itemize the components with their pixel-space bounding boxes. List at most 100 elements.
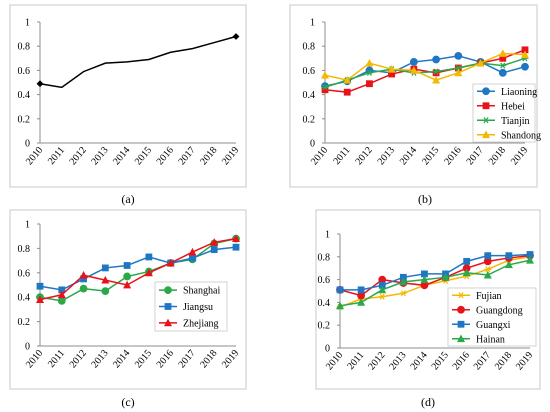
y-tick-label: 0.6 xyxy=(18,66,31,77)
data-point xyxy=(101,264,109,272)
legend-swatch-marker xyxy=(457,292,465,299)
data-point xyxy=(399,273,407,281)
legend-label: Hainan xyxy=(476,334,505,345)
legend-label: Guangxi xyxy=(476,320,511,331)
data-point xyxy=(357,286,365,294)
series-line xyxy=(39,237,237,302)
data-point xyxy=(499,62,507,69)
series-line xyxy=(339,256,531,308)
legend-swatch-marker xyxy=(457,305,465,314)
y-tick-label: 1 xyxy=(25,220,30,231)
data-point xyxy=(499,54,507,62)
data-point xyxy=(521,62,529,71)
y-tick-label: 0.8 xyxy=(18,244,31,255)
y-tick-label: 0.6 xyxy=(18,268,31,279)
data-point xyxy=(432,55,441,64)
legend: Liaoning Hebei Tianjin Shandong xyxy=(472,83,541,143)
data-point xyxy=(336,286,344,294)
data-point xyxy=(101,275,110,284)
legend-swatch-marker xyxy=(482,102,490,110)
y-tick-label: 1 xyxy=(25,18,30,29)
data-point xyxy=(210,246,218,254)
legend-swatch-marker xyxy=(457,320,465,328)
data-point xyxy=(58,286,66,294)
data-point xyxy=(144,268,153,277)
data-point xyxy=(145,253,153,261)
data-point xyxy=(336,301,344,310)
data-point xyxy=(504,260,513,269)
data-point xyxy=(409,58,418,66)
data-point xyxy=(321,71,329,79)
data-point xyxy=(432,69,440,77)
series-line xyxy=(39,35,237,89)
data-point xyxy=(123,262,131,269)
legend-swatch-marker xyxy=(482,87,490,96)
legend: Shanghai Jiangsu Zhejiang xyxy=(154,281,228,332)
data-point xyxy=(483,270,492,279)
data-point xyxy=(454,51,463,60)
legend-label: Jiangsu xyxy=(183,302,213,313)
legend-box xyxy=(447,287,537,347)
legend-swatch-marker xyxy=(457,334,465,343)
series-line xyxy=(324,49,526,93)
data-point xyxy=(463,257,471,265)
data-point xyxy=(484,252,492,260)
y-tick-label: 0.8 xyxy=(303,42,316,53)
data-point xyxy=(409,66,418,74)
legend-swatch-marker xyxy=(164,286,172,295)
data-point xyxy=(476,58,485,67)
y-tick-label: 0.8 xyxy=(318,252,331,263)
data-point xyxy=(36,295,44,304)
data-point xyxy=(343,75,352,84)
data-point xyxy=(526,256,534,264)
y-tick-label: 0.4 xyxy=(303,90,316,101)
y-tick-label: 0.4 xyxy=(318,298,331,309)
series-line xyxy=(324,52,526,81)
legend: Fujian Guangdong Guangxi Hainan xyxy=(447,287,537,347)
data-point xyxy=(123,280,132,289)
legend-label: Hebei xyxy=(501,101,525,112)
panel-c-caption: (c) xyxy=(121,395,134,409)
legend-label: Fujian xyxy=(476,291,502,302)
data-point xyxy=(484,266,492,273)
data-point xyxy=(36,282,44,290)
legend-label: Zhejiang xyxy=(183,318,219,329)
legend-swatch-marker xyxy=(482,117,490,124)
data-point xyxy=(378,281,386,289)
data-point xyxy=(365,58,374,67)
data-point xyxy=(57,290,66,299)
panel-a-caption: (a) xyxy=(121,192,134,206)
data-point xyxy=(505,252,513,260)
data-point xyxy=(80,275,87,283)
data-point xyxy=(454,64,462,72)
legend-label: Liaoning xyxy=(501,87,537,98)
data-point xyxy=(421,270,428,278)
data-point xyxy=(79,284,88,293)
y-tick-label: 0 xyxy=(310,139,315,150)
legend-label: Tianjin xyxy=(501,116,530,127)
legend-swatch-marker xyxy=(482,130,490,139)
y-tick-label: 0.2 xyxy=(18,317,31,328)
data-point xyxy=(526,251,534,258)
data-point xyxy=(79,271,88,279)
data-point xyxy=(498,68,507,77)
data-point xyxy=(357,298,366,306)
data-point xyxy=(399,290,407,297)
data-point xyxy=(321,84,329,91)
data-point xyxy=(387,64,396,73)
data-point xyxy=(188,247,197,256)
y-tick-label: 0.8 xyxy=(18,42,31,53)
legend-label: Guangdong xyxy=(476,305,523,316)
data-point xyxy=(454,68,463,77)
data-point xyxy=(432,68,440,75)
y-tick-label: 1 xyxy=(310,18,315,29)
y-tick-label: 0.4 xyxy=(18,90,31,101)
data-point xyxy=(420,275,429,283)
y-tick-label: 0 xyxy=(25,342,30,353)
data-point xyxy=(521,50,529,59)
y-tick-label: 0.6 xyxy=(303,66,316,77)
data-point xyxy=(166,258,175,267)
